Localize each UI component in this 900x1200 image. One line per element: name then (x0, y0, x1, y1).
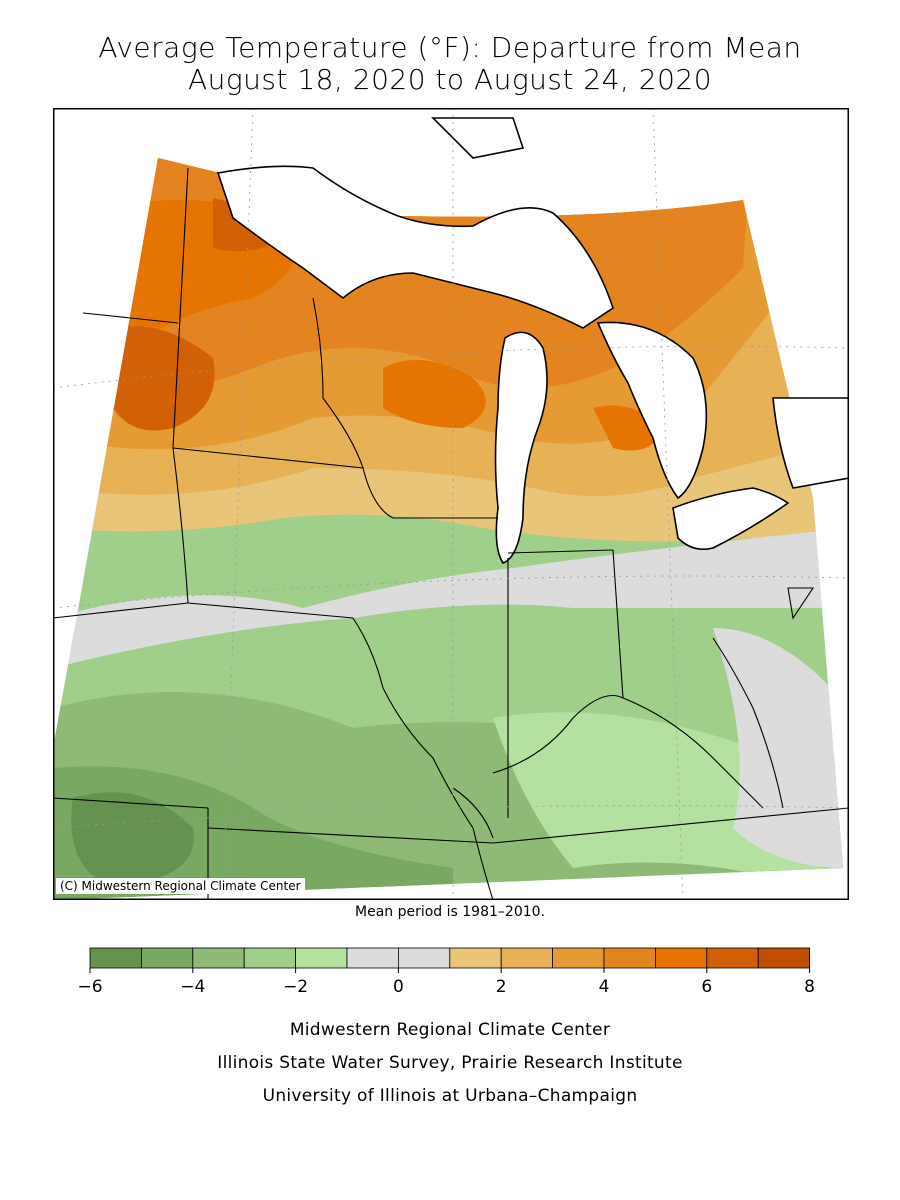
map-frame (53, 108, 849, 900)
canada-land (772, 397, 849, 489)
lake-superior (216, 165, 614, 329)
legend-tick-label: 6 (701, 977, 712, 997)
legend-swatch (757, 947, 811, 969)
tn-ky-south-border (207, 807, 849, 844)
legend-ticks: −6 −4 −2 0 2 4 6 8 (77, 968, 815, 997)
pa-corner (787, 587, 815, 620)
legend-tick-label: −2 (283, 977, 308, 997)
legend-tick-label: −6 (77, 977, 102, 997)
mn-wi-border (312, 297, 364, 469)
legend-swatch (89, 947, 142, 969)
ky-il-river (452, 787, 494, 839)
credit-isws: Illinois State Water Survey, Prairie Res… (217, 1053, 683, 1073)
in-mi-border (507, 549, 614, 554)
lake-huron (596, 321, 708, 500)
copyright-label: (C) Midwestern Regional Climate Center (56, 878, 305, 894)
mn-nd-border (172, 167, 189, 449)
legend-tick-label: 2 (496, 977, 507, 997)
oh-wv-border (712, 637, 784, 809)
legend-swatch (449, 947, 502, 969)
in-oh-border (612, 549, 624, 699)
ky-wv-border (622, 697, 764, 809)
temperature-departure-map (53, 108, 849, 900)
ia-mo-border (187, 602, 354, 619)
legend-swatch (346, 947, 399, 969)
wi-il-border (362, 467, 498, 519)
legend-swatch (706, 947, 759, 969)
sd-ia-border (172, 447, 189, 604)
legend-swatch (141, 947, 194, 969)
in-ky-border (492, 694, 624, 774)
color-legend: −6 −4 −2 0 2 4 6 8 (77, 947, 815, 997)
legend-swatch (500, 947, 554, 969)
legend-swatch (397, 947, 451, 969)
canada-north (431, 117, 525, 159)
state-boundaries (53, 167, 849, 900)
ne-ks-border (53, 602, 189, 619)
legend-tick-label: 0 (393, 977, 404, 997)
mean-period-note: Mean period is 1981–2010. (355, 904, 545, 920)
mn-ia-border (172, 447, 364, 469)
lake-michigan (494, 331, 548, 564)
legend-swatch (295, 947, 348, 969)
legend-tick-label: 8 (804, 977, 815, 997)
credit-mrcc: Midwestern Regional Climate Center (289, 1020, 611, 1040)
legend-swatches (89, 947, 811, 969)
ks-ok-border (53, 797, 209, 809)
map-date-range: August 18, 2020 to August 24, 2020 (187, 63, 713, 96)
credit-uiuc: University of Illinois at Urbana–Champai… (262, 1086, 638, 1106)
legend-tick-label: 4 (599, 977, 610, 997)
il-mo-border (352, 617, 474, 829)
map-title: Average Temperature (°F): Departure from… (98, 31, 802, 64)
legend-swatch (192, 947, 245, 969)
lake-erie (672, 487, 790, 551)
legend-swatch (243, 947, 296, 969)
legend-swatch (655, 947, 708, 969)
legend-swatch (603, 947, 656, 969)
great-lakes (216, 117, 849, 564)
legend-swatch (552, 947, 605, 969)
mississippi-south (472, 827, 494, 900)
graticule (53, 108, 849, 900)
nd-sd-border (82, 312, 179, 324)
legend-tick-label: −4 (180, 977, 205, 997)
